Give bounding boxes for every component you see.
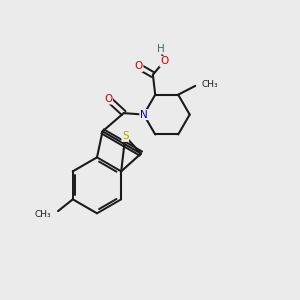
Text: O: O xyxy=(135,61,143,71)
Text: O: O xyxy=(104,94,112,104)
Text: H: H xyxy=(157,44,164,54)
Text: CH₃: CH₃ xyxy=(202,80,218,89)
Text: O: O xyxy=(160,56,168,66)
Text: CH₃: CH₃ xyxy=(34,210,51,219)
Text: N: N xyxy=(140,110,148,120)
Text: S: S xyxy=(122,131,129,141)
